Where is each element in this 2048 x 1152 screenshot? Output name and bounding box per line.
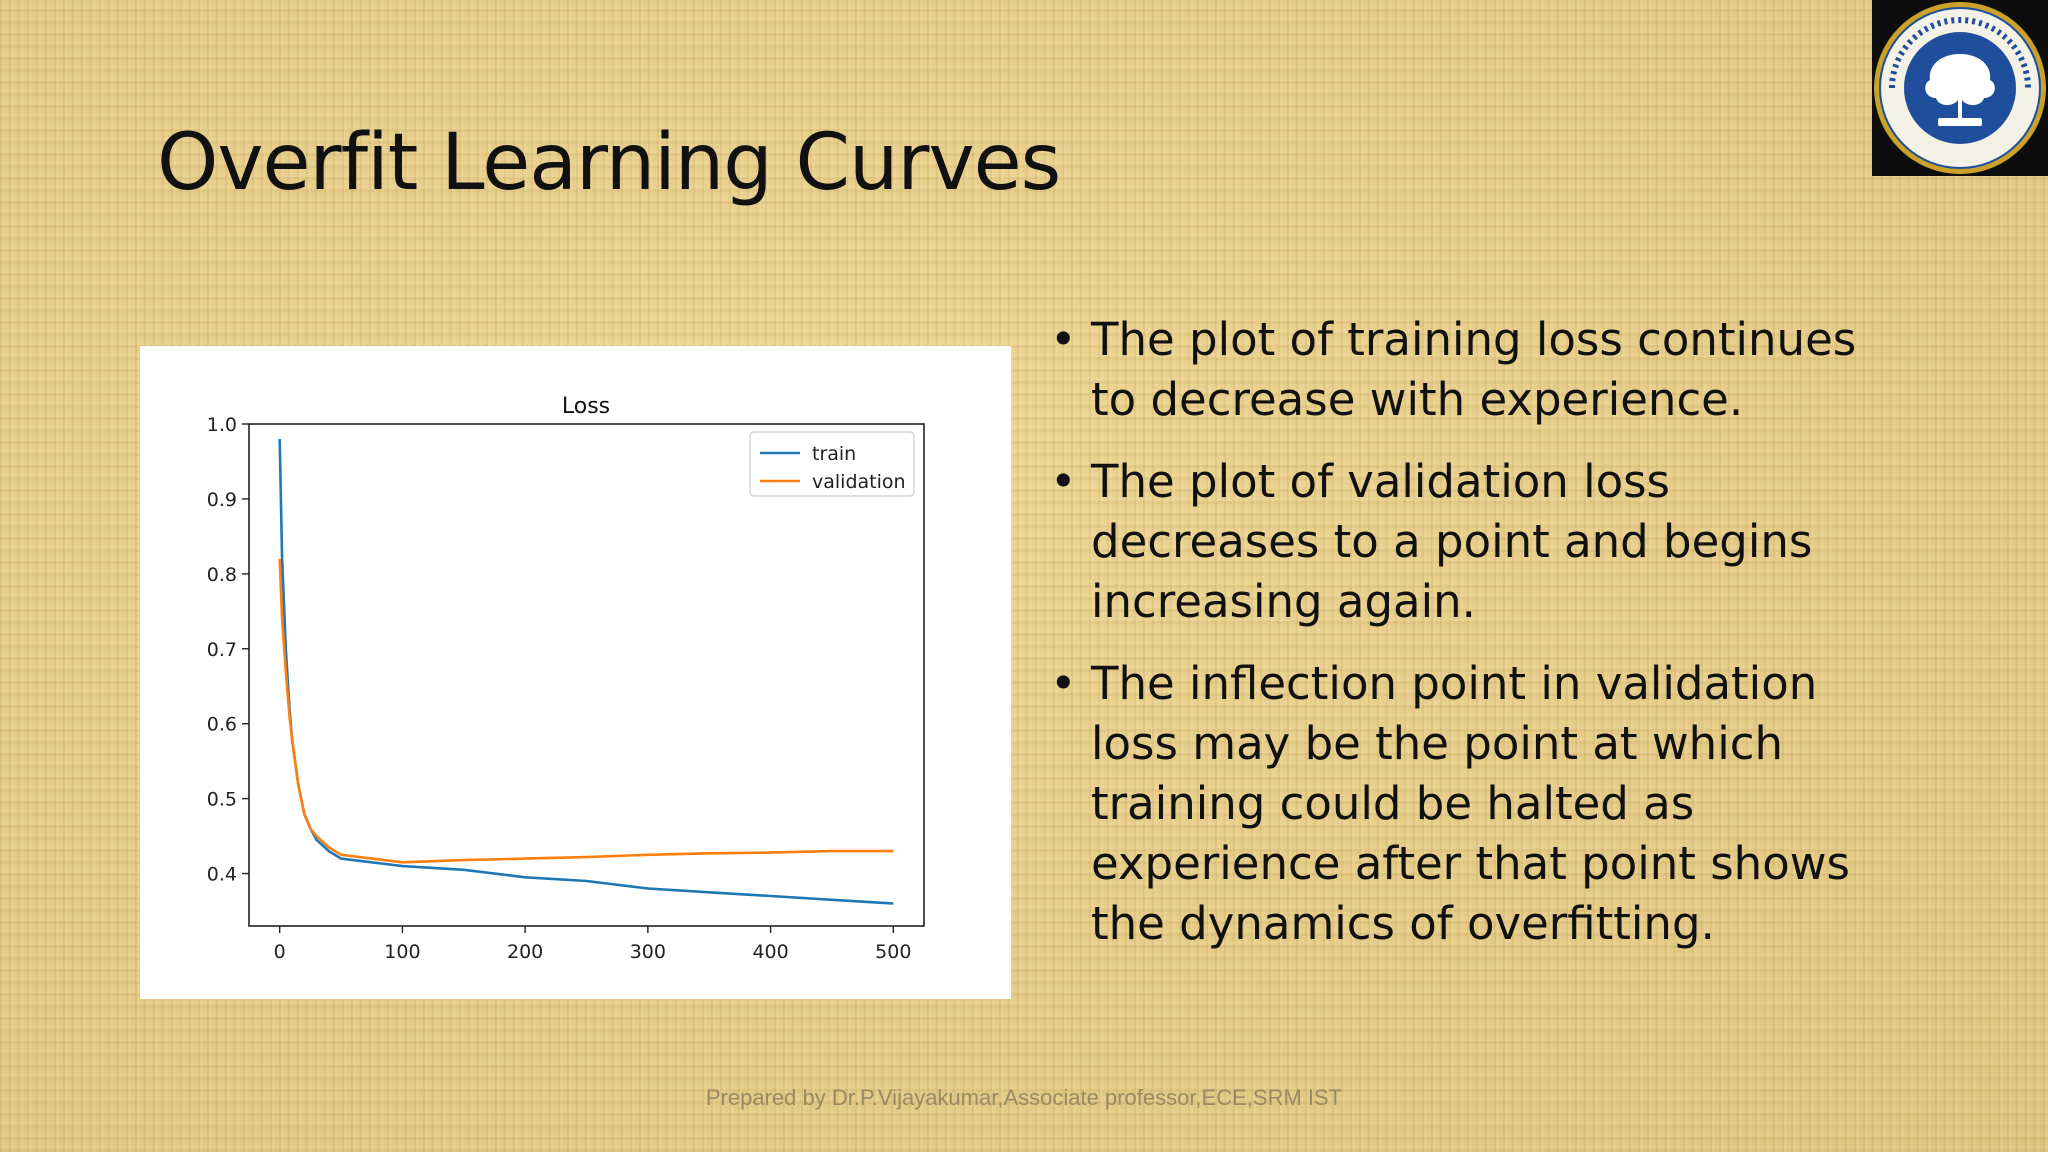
x-tick-label: 500 xyxy=(875,941,911,963)
y-tick-label: 0.9 xyxy=(207,489,237,511)
y-tick-label: 0.5 xyxy=(207,789,237,811)
x-tick-label: 300 xyxy=(630,941,666,963)
loss-chart: Loss 0 100 200 300 400 500 0.4 0.5 0.6 0.7 0.8 0.9 1… xyxy=(140,346,1011,999)
y-tick-label: 1.0 xyxy=(207,414,237,436)
x-tick-label: 0 xyxy=(274,941,286,963)
plot-frame xyxy=(248,423,925,927)
bullet-item: • The plot of training loss continues to … xyxy=(1050,310,1900,430)
bullet-list: • The plot of training loss continues to … xyxy=(1050,310,1900,976)
slide-footer: Prepared by Dr.P.Vijayakumar,Associate p… xyxy=(705,1085,1343,1110)
y-tick-label: 0.6 xyxy=(207,714,237,736)
chart-title: Loss xyxy=(562,394,610,419)
bullet-text: The plot of validation loss decreases to… xyxy=(1091,455,1813,628)
bullet-dot-icon: • xyxy=(1050,313,1077,366)
series-line-train xyxy=(278,438,894,905)
tree-seal-icon xyxy=(1874,2,2046,174)
y-tick-label: 0.4 xyxy=(207,864,237,886)
bullet-text: The inflection point in validation loss … xyxy=(1091,657,1850,950)
bullet-dot-icon: • xyxy=(1050,657,1077,710)
x-tick-label: 400 xyxy=(752,941,788,963)
bullet-dot-icon: • xyxy=(1050,455,1077,508)
legend-label-train: train xyxy=(812,443,856,465)
bullet-item: • The plot of validation loss decreases t… xyxy=(1050,452,1900,632)
bullet-item: • The inflection point in validation loss… xyxy=(1050,654,1900,954)
slide-title: Overfit Learning Curves xyxy=(157,118,1061,208)
bullet-text: The plot of training loss continues to d… xyxy=(1091,313,1857,426)
y-tick-label: 0.8 xyxy=(207,564,237,586)
series-line-validation xyxy=(278,558,894,864)
x-tick-label: 200 xyxy=(507,941,543,963)
legend-label-validation: validation xyxy=(812,471,906,493)
loss-chart-svg: Loss 0 100 200 300 400 500 0.4 0.5 0.6 0.7 0.8 0.9 1… xyxy=(207,394,925,963)
institution-logo xyxy=(1872,0,2048,176)
x-tick-label: 100 xyxy=(384,941,420,963)
y-tick-label: 0.7 xyxy=(207,639,237,661)
